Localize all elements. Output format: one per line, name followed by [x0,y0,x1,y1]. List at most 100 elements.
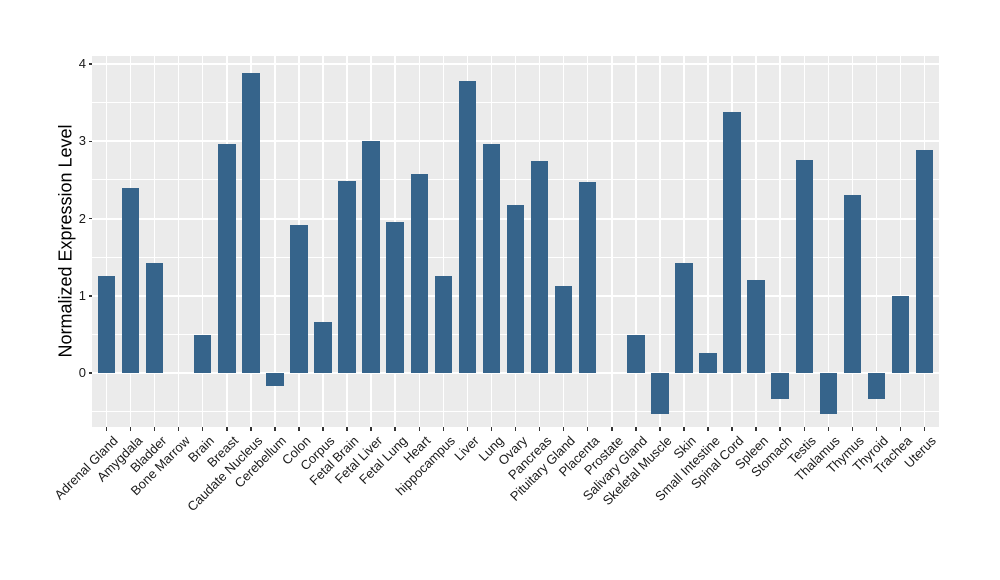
x-tick-mark [418,427,420,431]
bar-small-intestine [699,352,717,373]
bar-adrenal-gland [97,275,116,373]
x-tick-mark [322,427,324,431]
bar-skin [675,262,693,373]
x-tick-mark [635,427,637,431]
v-gridline [659,56,661,427]
major-gridline [92,372,939,374]
y-tick-mark [88,63,92,65]
bar-corpus [314,322,332,373]
y-axis-title-text: Normalized Expression Level [55,124,76,358]
minor-gridline [92,179,939,181]
bar-caudate-nucleus [242,73,260,373]
bar-uterus [915,149,934,373]
bar-testis [795,159,813,373]
v-gridline [899,56,902,427]
v-gridline [274,56,276,427]
x-tick-mark [659,427,661,431]
bar-fetal-brain [338,181,356,373]
bar-placenta [578,182,597,373]
x-tick-mark [177,427,180,431]
bar-liver [458,80,477,373]
bar-hippocampus [434,275,453,373]
bar-fetal-lung [386,221,404,373]
bar-thalamus [819,373,838,414]
plot-panel [92,56,939,427]
minor-gridline [92,411,939,413]
x-tick-mark [490,427,493,431]
v-gridline [105,56,108,427]
x-tick-mark [466,427,469,431]
x-tick-mark [683,427,685,431]
bar-ovary [506,205,525,373]
x-tick-mark [346,427,348,431]
v-gridline [683,56,685,427]
v-gridline [635,56,637,427]
y-tick-mark [88,140,92,142]
bar-thyroid [867,373,886,400]
x-tick-mark [707,427,709,431]
x-tick-mark [827,427,830,431]
v-gridline [322,56,324,427]
v-gridline [827,56,830,427]
x-tick-mark [226,427,228,431]
y-tick-label: 2 [78,210,86,226]
v-gridline [755,56,757,427]
v-gridline [611,56,613,427]
x-tick-mark [731,427,733,431]
v-gridline [707,56,709,427]
major-gridline [92,140,939,143]
x-tick-mark [803,427,805,431]
bar-spinal-cord [723,111,741,373]
bar-breast [218,143,236,373]
bar-bladder [145,263,164,373]
bar-salivary-gland [627,335,645,373]
bar-pancreas [530,161,549,373]
bar-colon [290,224,308,373]
x-tick-mark [538,427,541,431]
x-tick-mark [394,427,396,431]
v-gridline [177,56,180,427]
x-tick-mark [370,427,372,431]
x-tick-mark [611,427,613,431]
bar-trachea [891,295,910,373]
major-gridline [92,63,939,65]
v-gridline [153,56,156,427]
x-tick-mark [923,427,926,431]
bar-skeletal-muscle [651,373,669,414]
y-tick-label: 0 [78,365,86,380]
x-tick-mark [129,427,132,431]
bar-stomach [771,373,789,400]
y-tick-label: 1 [78,287,86,303]
y-tick-mark [88,295,92,297]
x-tick-mark [201,427,204,431]
bar-thymus [843,195,862,373]
x-tick-mark [514,427,517,431]
bar-lung [482,143,501,373]
bar-cerebellum [266,373,284,387]
x-tick-mark [298,427,300,431]
y-tick-mark [88,372,92,374]
minor-gridline [92,102,939,104]
v-gridline [562,56,565,427]
v-gridline [442,56,445,427]
x-tick-label: Liver [451,433,482,464]
v-gridline [875,56,878,427]
x-tick-mark [153,427,156,431]
x-tick-mark [875,427,878,431]
x-tick-mark [779,427,781,431]
y-tick-mark [88,217,92,220]
x-tick-mark [250,427,252,431]
x-tick-mark [105,427,108,431]
x-tick-mark [562,427,565,431]
v-gridline [779,56,781,427]
bar-fetal-liver [362,141,380,373]
v-gridline [201,56,204,427]
bar-spleen [747,280,765,373]
bar-pituitary-gland [554,285,573,373]
y-tick-label: 4 [78,56,86,71]
bar-amygdala [121,187,140,373]
bar-heart [410,173,428,373]
x-tick-mark [442,427,445,431]
x-tick-mark [274,427,276,431]
